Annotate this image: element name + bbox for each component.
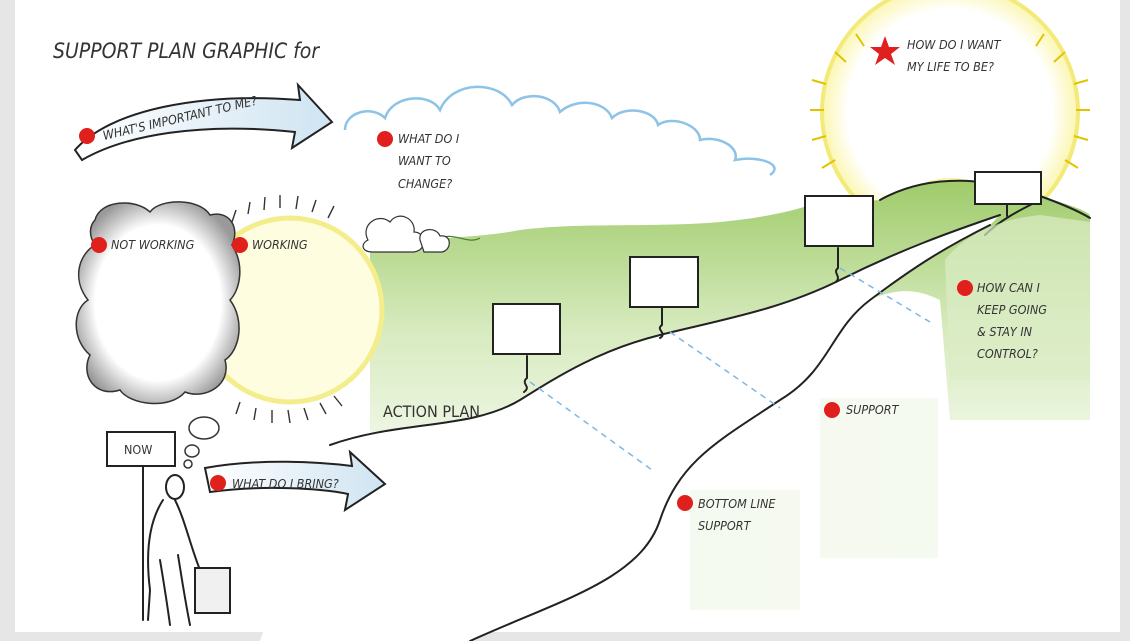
label: SUPPORT [698, 518, 752, 533]
label: WHAT DO I BRING? [232, 476, 339, 491]
label: KEEP GOING [977, 302, 1047, 317]
sign-label: NOW [124, 442, 152, 457]
diagram: SUPPORT PLAN GRAPHIC for WHAT'S IMPORTAN… [0, 0, 1130, 641]
label: MY LIFE TO BE? [907, 59, 994, 74]
not-working-cloud [76, 202, 240, 404]
label: NOT WORKING [111, 237, 195, 252]
label: ACTION PLAN [383, 402, 480, 421]
label: SUPPORT [846, 402, 900, 417]
label: WORKING [252, 237, 308, 252]
label: CHANGE? [398, 176, 452, 191]
label: HOW DO I WANT [907, 37, 1002, 52]
label: CONTROL? [977, 346, 1038, 361]
label: WHAT DO I [398, 131, 460, 146]
label: HOW CAN I [977, 280, 1041, 295]
label: BOTTOM LINE [698, 496, 776, 511]
title: SUPPORT PLAN GRAPHIC for [53, 39, 320, 63]
label: WANT TO [398, 153, 451, 168]
label: & STAY IN [977, 324, 1033, 339]
